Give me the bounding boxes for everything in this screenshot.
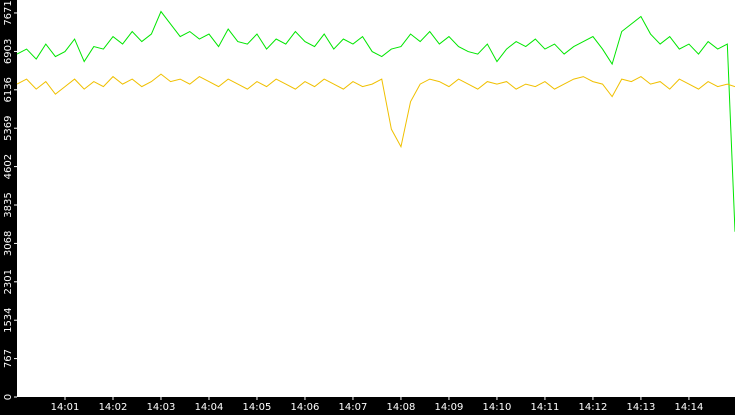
x-tick-label: 14:14 [675,402,704,413]
series-line [16,10,735,232]
x-tick-label: 14:02 [99,402,128,413]
x-tick-label: 14:11 [531,402,560,413]
x-tick-label: 14:12 [579,402,608,413]
y-tick-label: 5369 [3,115,14,140]
y-tick-label: 3068 [3,231,14,256]
x-tick-label: 14:13 [627,402,656,413]
series-line [16,73,735,149]
x-tick-label: 14:09 [435,402,464,413]
y-tick-label: 767 [3,349,14,368]
y-tick-label: 6903 [3,39,14,64]
plot-area [17,0,735,397]
x-tick-label: 14:01 [51,402,80,413]
y-tick-label: 3835 [3,192,14,217]
y-tick-label: 1534 [3,307,14,332]
x-tick-label: 14:03 [147,402,176,413]
x-tick-label: 14:05 [243,402,272,413]
x-tick-label: 14:08 [387,402,416,413]
x-tick-label: 14:07 [339,402,368,413]
y-tick-label: 0 [3,394,14,400]
y-tick-label: 4602 [3,154,14,179]
x-tick-label: 14:06 [291,402,320,413]
y-tick-label: 7671 [3,0,14,25]
x-tick-label: 14:04 [195,402,224,413]
y-tick-label: 2301 [3,269,14,294]
x-tick-label: 14:10 [483,402,512,413]
y-tick-label: 6136 [3,77,14,102]
